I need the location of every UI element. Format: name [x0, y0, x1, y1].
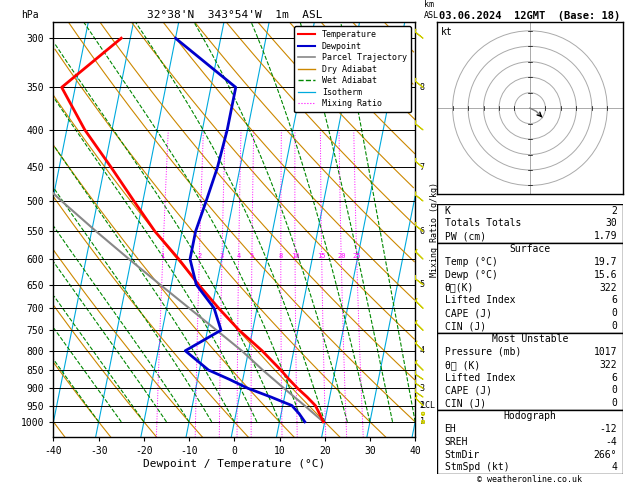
Text: θᴛ(K): θᴛ(K)	[445, 282, 474, 293]
Text: 19.7: 19.7	[594, 257, 617, 267]
Text: 25: 25	[352, 253, 361, 259]
Text: Dewp (°C): Dewp (°C)	[445, 270, 498, 280]
Text: 1017: 1017	[594, 347, 617, 357]
Text: 7: 7	[420, 163, 425, 172]
Text: 2: 2	[611, 206, 617, 216]
Text: PW (cm): PW (cm)	[445, 231, 486, 241]
Text: 30: 30	[605, 218, 617, 228]
Text: 0: 0	[611, 398, 617, 408]
Text: -4: -4	[605, 437, 617, 447]
Text: 322: 322	[599, 360, 617, 370]
Bar	[437, 410, 623, 474]
Text: 322: 322	[599, 282, 617, 293]
Text: Surface: Surface	[509, 244, 550, 254]
Text: 2: 2	[420, 401, 425, 410]
Text: CAPE (J): CAPE (J)	[445, 308, 492, 318]
Text: 1: 1	[420, 417, 425, 426]
Text: Most Unstable: Most Unstable	[492, 334, 568, 344]
Text: K: K	[445, 206, 450, 216]
Text: 3: 3	[220, 253, 224, 259]
Legend: Temperature, Dewpoint, Parcel Trajectory, Dry Adiabat, Wet Adiabat, Isotherm, Mi: Temperature, Dewpoint, Parcel Trajectory…	[294, 26, 411, 112]
Text: -12: -12	[599, 424, 617, 434]
Text: 8: 8	[420, 83, 425, 92]
Text: Temp (°C): Temp (°C)	[445, 257, 498, 267]
Text: 4: 4	[420, 346, 425, 355]
Text: 0: 0	[611, 321, 617, 331]
Text: StmDir: StmDir	[445, 450, 480, 460]
Text: 5: 5	[420, 280, 425, 289]
Text: Hodograph: Hodograph	[503, 411, 557, 421]
Text: 03.06.2024  12GMT  (Base: 18): 03.06.2024 12GMT (Base: 18)	[439, 11, 621, 21]
Text: Mixing Ratio (g/kg): Mixing Ratio (g/kg)	[430, 182, 438, 277]
Text: Totals Totals: Totals Totals	[445, 218, 521, 228]
Text: 1.79: 1.79	[594, 231, 617, 241]
Title: 32°38'N  343°54'W  1m  ASL: 32°38'N 343°54'W 1m ASL	[147, 10, 322, 20]
Bar	[437, 243, 623, 332]
Text: 15: 15	[318, 253, 326, 259]
Text: 8: 8	[279, 253, 283, 259]
Text: kt: kt	[441, 27, 453, 37]
Bar	[437, 332, 623, 410]
Text: Lifted Index: Lifted Index	[445, 295, 515, 306]
Text: 6: 6	[420, 227, 425, 236]
Text: θᴛ (K): θᴛ (K)	[445, 360, 480, 370]
Text: Pressure (mb): Pressure (mb)	[445, 347, 521, 357]
Text: CIN (J): CIN (J)	[445, 321, 486, 331]
Text: hPa: hPa	[21, 10, 38, 20]
Text: 6: 6	[611, 372, 617, 382]
Text: SREH: SREH	[445, 437, 468, 447]
Text: 1: 1	[160, 253, 165, 259]
Text: 6: 6	[611, 295, 617, 306]
Text: 10: 10	[291, 253, 299, 259]
Text: © weatheronline.co.uk: © weatheronline.co.uk	[477, 474, 582, 484]
Text: 2: 2	[197, 253, 201, 259]
Text: 0: 0	[611, 308, 617, 318]
Text: 3: 3	[420, 384, 425, 393]
Text: 0: 0	[611, 385, 617, 396]
X-axis label: Dewpoint / Temperature (°C): Dewpoint / Temperature (°C)	[143, 459, 325, 469]
Text: km
ASL: km ASL	[424, 0, 439, 20]
Text: 5: 5	[250, 253, 254, 259]
Text: 4: 4	[611, 462, 617, 472]
Bar	[437, 204, 623, 243]
Text: LCL: LCL	[420, 401, 435, 410]
Text: StmSpd (kt): StmSpd (kt)	[445, 462, 509, 472]
Text: EH: EH	[445, 424, 456, 434]
Text: 266°: 266°	[594, 450, 617, 460]
Text: 15.6: 15.6	[594, 270, 617, 280]
Text: 4: 4	[237, 253, 241, 259]
Text: 20: 20	[337, 253, 345, 259]
Text: Lifted Index: Lifted Index	[445, 372, 515, 382]
Text: CAPE (J): CAPE (J)	[445, 385, 492, 396]
Text: CIN (J): CIN (J)	[445, 398, 486, 408]
